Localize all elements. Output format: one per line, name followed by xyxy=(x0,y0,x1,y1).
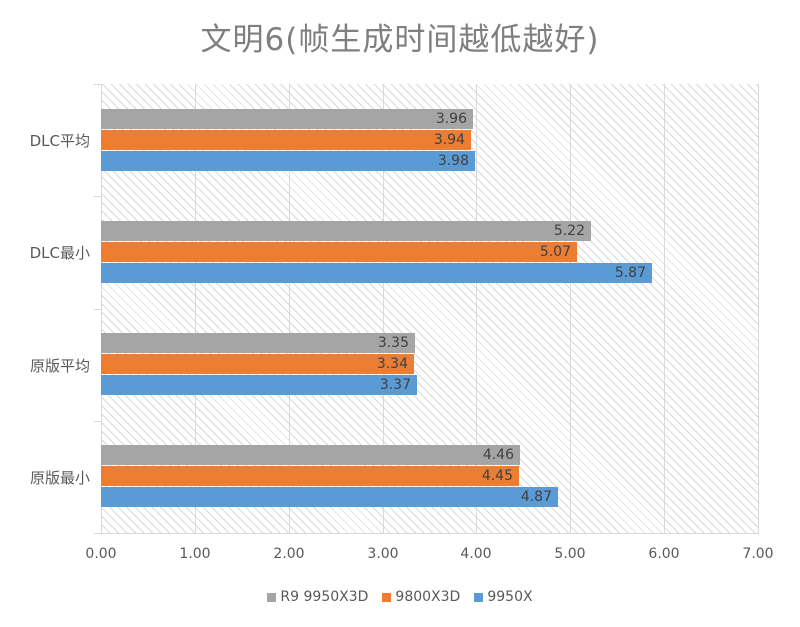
y-axis-tick xyxy=(94,84,101,85)
x-axis-line xyxy=(100,533,759,534)
data-label: 4.46 xyxy=(482,447,514,463)
data-label: 3.37 xyxy=(379,377,411,393)
bar-9950x: 3.37 xyxy=(101,375,417,395)
legend-swatch-blue xyxy=(474,592,484,602)
bar-9950x: 4.87 xyxy=(101,487,558,507)
category-label: 原版平均 xyxy=(29,357,90,375)
x-tick-label: 3.00 xyxy=(367,546,399,562)
bar-9950x: 5.87 xyxy=(101,263,652,283)
y-axis-tick xyxy=(94,421,101,422)
x-tick-label: 4.00 xyxy=(460,546,492,562)
legend-label: 9950X xyxy=(487,589,533,605)
chart-title: 文明6(帧生成时间越低越好) xyxy=(200,22,600,58)
x-tick-label: 2.00 xyxy=(273,546,305,562)
legend-item-9950x: 9950X xyxy=(474,589,533,605)
category-label: DLC最小 xyxy=(29,244,90,262)
x-tick-label: 1.00 xyxy=(179,546,211,562)
bar-r9-9950x3d: 3.35 xyxy=(101,333,415,353)
x-tick-label: 5.00 xyxy=(554,546,586,562)
plot-area: 3.96 3.94 3.98 5.22 5.07 5.87 3.35 3.34 3.37 4.46… xyxy=(94,84,759,534)
x-tick-label: 0.00 xyxy=(85,546,117,562)
data-label: 3.98 xyxy=(437,153,469,169)
data-label: 3.35 xyxy=(377,335,409,351)
gridline-vertical xyxy=(476,84,477,533)
bar-9800x3d: 4.45 xyxy=(101,466,519,486)
legend-swatch-orange xyxy=(382,592,392,602)
data-label: 4.87 xyxy=(520,489,552,505)
data-label: 5.22 xyxy=(553,223,585,239)
legend: R9 9950X3D 9800X3D 9950X xyxy=(0,589,800,605)
bar-9800x3d: 3.94 xyxy=(101,130,471,150)
legend-item-r9-9950x3d: R9 9950X3D xyxy=(267,589,368,605)
y-axis-line xyxy=(101,84,102,533)
data-label: 3.94 xyxy=(433,132,465,148)
x-tick-label: 7.00 xyxy=(742,546,774,562)
legend-label: 9800X3D xyxy=(395,589,461,605)
bar-9950x: 3.98 xyxy=(101,151,475,171)
data-label: 5.87 xyxy=(614,265,646,281)
gridline-vertical xyxy=(289,84,290,533)
data-label: 3.34 xyxy=(376,356,408,372)
category-label: DLC平均 xyxy=(29,132,90,150)
gridline-vertical xyxy=(664,84,665,533)
gridline-vertical xyxy=(195,84,196,533)
bar-r9-9950x3d: 3.96 xyxy=(101,109,473,129)
y-axis-tick xyxy=(94,309,101,310)
legend-item-9800x3d: 9800X3D xyxy=(382,589,460,605)
gridline-vertical xyxy=(570,84,571,533)
bar-r9-9950x3d: 5.22 xyxy=(101,221,591,241)
legend-label: R9 9950X3D xyxy=(280,589,369,605)
gridline-vertical xyxy=(758,84,759,533)
bar-9800x3d: 5.07 xyxy=(101,242,577,262)
legend-swatch-gray xyxy=(267,592,277,602)
category-label: 原版最小 xyxy=(29,469,90,487)
x-tick-label: 6.00 xyxy=(648,546,680,562)
y-axis-tick xyxy=(94,196,101,197)
bar-9800x3d: 3.34 xyxy=(101,354,414,374)
data-label: 5.07 xyxy=(539,244,571,260)
data-label: 4.45 xyxy=(481,468,513,484)
bar-r9-9950x3d: 4.46 xyxy=(101,445,520,465)
gridline-vertical xyxy=(383,84,384,533)
data-label: 3.96 xyxy=(435,111,467,127)
y-axis-tick xyxy=(94,533,101,534)
